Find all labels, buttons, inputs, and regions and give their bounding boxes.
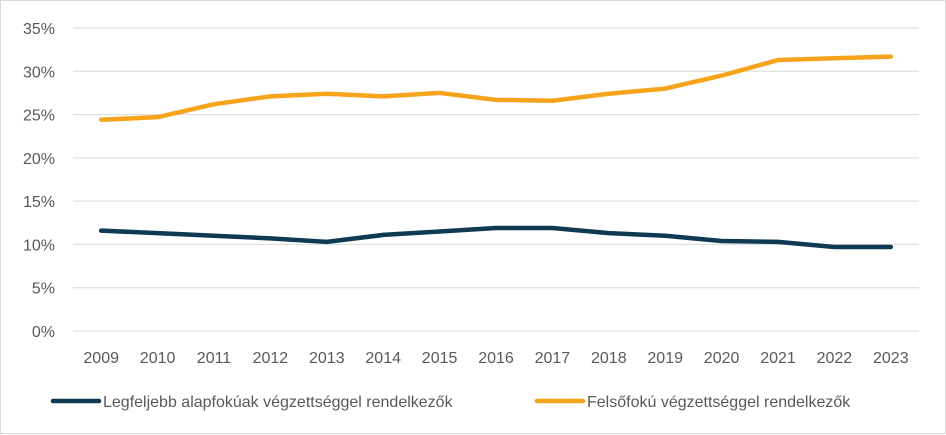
data-point bbox=[212, 233, 216, 238]
y-tick-label: 15% bbox=[23, 194, 55, 211]
y-tick-label: 10% bbox=[23, 237, 55, 254]
x-tick-label: 2015 bbox=[422, 350, 458, 367]
data-point bbox=[494, 97, 498, 102]
data-point bbox=[663, 86, 668, 91]
x-axis-tick-labels: 2009 2010 2011 2012 2013 2014 2015 2016 2017 2018… bbox=[83, 350, 908, 367]
x-tick-label: 2014 bbox=[365, 350, 401, 367]
data-point bbox=[155, 115, 160, 120]
data-point bbox=[832, 245, 837, 250]
x-tick-label: 2018 bbox=[591, 350, 627, 367]
data-point bbox=[268, 236, 273, 241]
y-axis-tick-labels: 0% 5% 10% 15% 20% 25% 30% 35% bbox=[23, 21, 55, 341]
data-point bbox=[437, 90, 442, 95]
data-point bbox=[832, 56, 837, 61]
x-tick-label: 2020 bbox=[704, 350, 740, 367]
y-tick-label: 30% bbox=[23, 64, 55, 81]
data-point bbox=[888, 54, 893, 59]
x-tick-label: 2009 bbox=[83, 350, 119, 367]
data-point bbox=[550, 98, 555, 103]
x-tick-label: 2013 bbox=[309, 350, 345, 367]
data-point bbox=[606, 231, 611, 236]
data-point bbox=[719, 238, 724, 243]
data-point bbox=[776, 239, 780, 244]
data-point bbox=[719, 73, 724, 78]
legend-label-1: Legfeljebb alapfokúak végzettséggel rend… bbox=[103, 394, 454, 411]
data-point bbox=[663, 233, 668, 238]
data-point bbox=[268, 94, 273, 99]
legend: Legfeljebb alapfokúak végzettséggel rend… bbox=[50, 394, 851, 411]
x-tick-label: 2019 bbox=[647, 350, 683, 367]
x-tick-label: 2017 bbox=[535, 350, 571, 367]
data-point bbox=[776, 58, 780, 63]
data-point bbox=[155, 231, 160, 236]
x-tick-label: 2016 bbox=[478, 350, 514, 367]
data-point bbox=[99, 117, 104, 122]
series-line-2 bbox=[98, 54, 894, 123]
x-tick-label: 2010 bbox=[140, 350, 176, 367]
data-point bbox=[212, 102, 216, 107]
data-point bbox=[437, 229, 442, 234]
data-point bbox=[550, 225, 555, 230]
x-tick-label: 2021 bbox=[760, 350, 796, 367]
x-tick-label: 2023 bbox=[873, 350, 909, 367]
series-lines bbox=[98, 54, 894, 250]
y-tick-label: 20% bbox=[23, 151, 55, 168]
x-tick-label: 2012 bbox=[253, 350, 289, 367]
data-point bbox=[381, 94, 386, 99]
y-tick-label: 35% bbox=[23, 21, 55, 38]
data-point bbox=[99, 228, 104, 233]
x-tick-label: 2022 bbox=[817, 350, 853, 367]
legend-label-2: Felsőfokú végzettséggel rendelkezők bbox=[587, 394, 851, 411]
y-tick-label: 25% bbox=[23, 108, 55, 125]
y-tick-label: 5% bbox=[32, 281, 55, 298]
data-point bbox=[381, 232, 386, 237]
y-tick-label: 0% bbox=[32, 324, 55, 341]
data-point bbox=[494, 225, 498, 230]
gridlines bbox=[73, 27, 919, 332]
data-point bbox=[324, 239, 329, 244]
data-point bbox=[888, 245, 893, 250]
data-point bbox=[324, 91, 329, 96]
x-tick-label: 2011 bbox=[197, 350, 232, 367]
data-point bbox=[606, 91, 611, 96]
